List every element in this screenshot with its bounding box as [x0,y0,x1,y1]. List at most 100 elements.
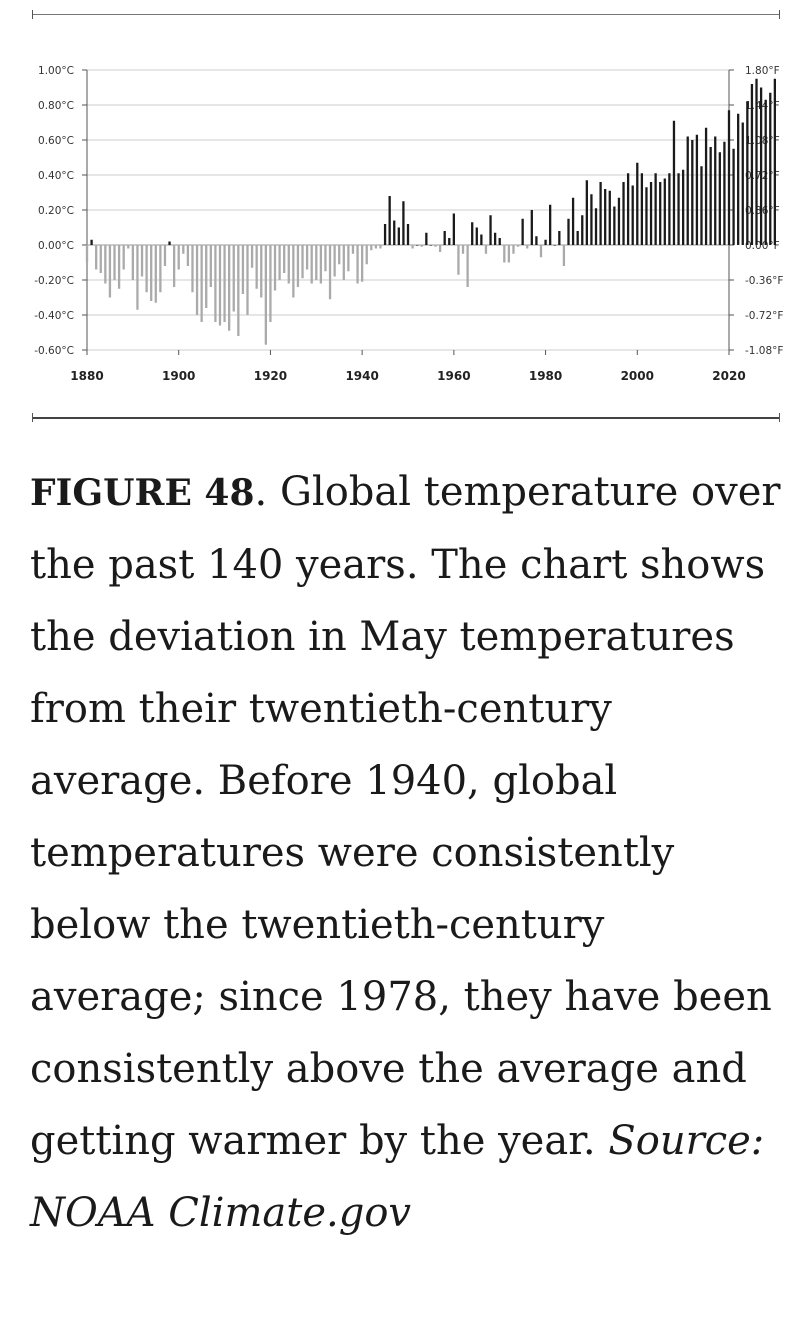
bottom-rule-right-cap [779,413,780,422]
bar-1990 [590,194,593,245]
bar-2003 [649,182,653,245]
temperature-bar-chart: 1.00°C 1.80°F0.80°C 1.44°F0.60°C 1.08°F0.40… [34,65,783,383]
x-tick-label: 1960 [437,369,470,383]
bar-1927 [301,245,304,279]
x-tick-label: 1900 [162,369,195,383]
bar-1947 [393,220,396,245]
y-tick-label-celsius: -0.40°C [34,310,74,322]
bar-2016 [709,147,712,245]
x-tick-label: 1980 [529,369,562,383]
y-tick-label-fahrenheit: -0.72°F [745,310,783,322]
bar-1989 [585,180,588,245]
bar-1970 [498,238,501,245]
top-rule-left-cap [32,10,33,19]
bar-1946 [388,196,391,245]
y-tick-label-celsius: -0.60°C [34,345,74,357]
bar-2019 [723,141,726,245]
bar-1937 [347,245,350,272]
bar-1939 [356,245,359,284]
bar-1951 [411,245,414,249]
bar-1893 [145,245,148,293]
y-tick-label-celsius: 1.00°C [38,65,74,77]
bar-1958 [443,231,446,245]
bar-1962 [461,245,465,254]
bar-1898 [168,241,171,245]
bar-1969 [493,232,497,245]
bar-2027 [759,87,763,245]
bar-1976 [526,245,529,249]
x-tick-label: 2020 [712,369,745,383]
bar-1925 [292,245,295,298]
y-tick-label-fahrenheit: -0.36°F [745,275,783,287]
bar-1996 [617,197,621,245]
bar-1975 [521,218,524,245]
bar-2022 [737,113,740,245]
bar-1913 [237,245,240,336]
bar-1985 [567,218,570,245]
bar-1974 [516,245,520,247]
bar-2011 [686,136,689,245]
bar-2007 [668,173,671,245]
bar-2028 [764,99,767,245]
caption-body: . Global temperature over the past 140 y… [30,469,781,1164]
bar-1955 [429,245,433,246]
bar-1941 [365,245,368,265]
bar-1901 [182,245,185,254]
bar-1930 [315,245,318,280]
y-tick-label-fahrenheit: 1.80°F [745,65,780,77]
bar-1929 [310,245,313,284]
bar-1910 [223,245,226,322]
bar-1992 [599,182,602,245]
bar-1994 [608,190,611,245]
bar-1934 [333,245,336,277]
figure-label: FIGURE 48 [30,472,255,514]
bar-1950 [406,224,410,245]
bar-1880 [85,245,89,263]
bar-2004 [654,173,657,245]
bar-2014 [700,166,703,245]
bottom-rule [32,417,780,419]
bar-1953 [420,245,423,247]
bar-1966 [480,234,483,245]
bar-2029 [769,92,772,245]
bar-1894 [150,245,153,301]
bar-1991 [594,208,598,245]
bar-1988 [581,215,584,245]
bar-2006 [663,178,666,245]
bar-1936 [342,245,345,280]
bar-1921 [273,245,277,291]
bar-1954 [425,232,428,245]
bar-1932 [324,245,327,272]
bar-1918 [260,245,263,298]
bar-1935 [338,245,341,265]
bar-1944 [379,245,382,249]
bar-1982 [553,245,556,246]
top-rule [32,14,780,15]
bar-2025 [750,84,754,245]
bar-1987 [576,231,579,245]
bar-1922 [278,245,281,280]
bar-2026 [755,78,758,245]
y-tick-label-fahrenheit: -1.08°F [745,345,783,357]
bar-1911 [228,245,231,331]
bar-1965 [475,227,478,245]
bar-1972 [507,245,511,263]
bar-2017 [714,136,717,245]
bar-1995 [613,206,616,245]
bar-1924 [287,245,290,284]
bar-1917 [255,245,258,289]
bar-1945 [383,224,387,245]
bar-1959 [448,238,451,245]
y-tick-label-celsius: 0.80°C [38,100,74,112]
bar-2002 [645,187,648,245]
bar-1902 [186,245,190,266]
bar-1909 [218,245,222,326]
bar-1891 [136,245,139,310]
top-rule-right-cap [779,10,780,19]
bar-1904 [195,245,199,315]
bar-1926 [296,245,300,287]
figure-caption: FIGURE 48. Global temperature over the p… [30,456,790,1249]
bar-1885 [108,245,112,298]
bar-1986 [571,197,575,245]
bar-1914 [241,245,245,294]
